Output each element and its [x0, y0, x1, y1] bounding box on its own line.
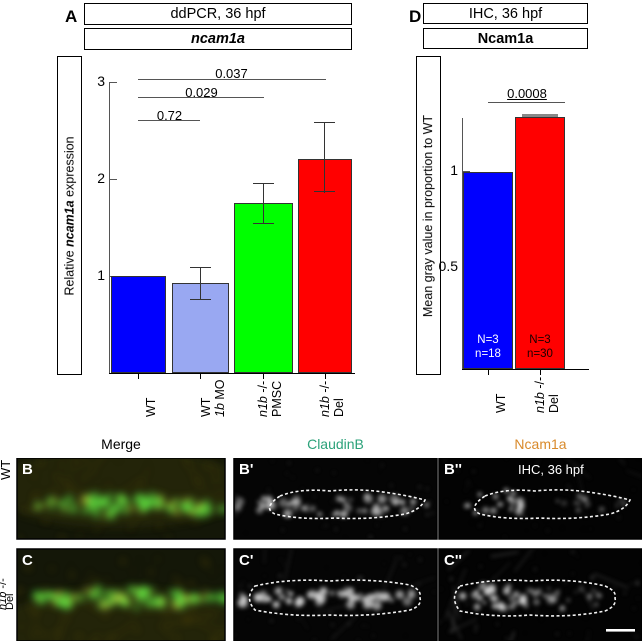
svg-text:B': B' [239, 461, 253, 478]
svg-text:B'': B'' [444, 461, 462, 478]
svg-text:IHC, 36 hpf: IHC, 36 hpf [518, 462, 584, 477]
svg-text:C: C [22, 552, 33, 569]
svg-text:B: B [22, 461, 33, 478]
svg-text:C'': C'' [444, 552, 462, 569]
svg-text:C': C' [239, 552, 253, 569]
